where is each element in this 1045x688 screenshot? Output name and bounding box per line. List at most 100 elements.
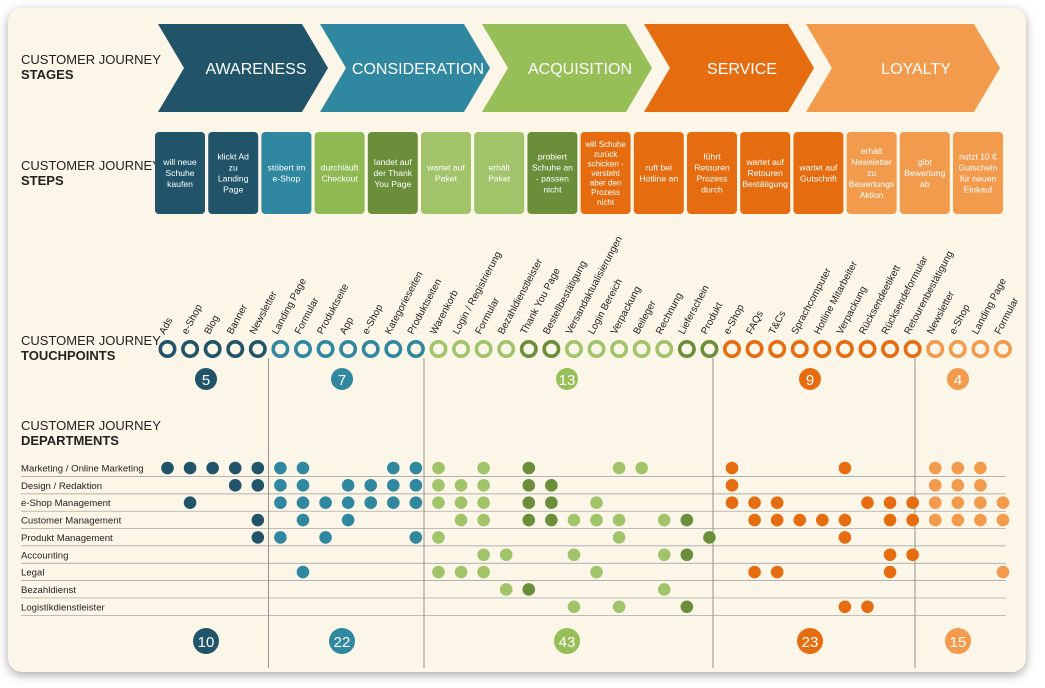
step-text-line: zurück: [594, 150, 619, 159]
department-dot: [838, 461, 852, 475]
step-box: [953, 132, 1003, 214]
step-text-line: You Page: [374, 179, 411, 189]
department-dot: [387, 496, 400, 510]
step-text-line: wartet auf: [745, 157, 784, 167]
step-text-line: schicken -: [588, 159, 624, 168]
department-dot: [161, 461, 174, 475]
department-dot: [477, 479, 490, 492]
touchpoint-count-badge: [947, 368, 969, 390]
step-box: [793, 132, 844, 214]
step-text-line: nicht: [543, 185, 562, 195]
department-dot: [883, 496, 897, 510]
department-dot: [296, 479, 310, 492]
step-text: nutzt 10 € Gutschein für neuen Einkauf: [959, 152, 998, 195]
department-dot: [748, 496, 761, 510]
step-text-line: Prozess: [696, 174, 727, 184]
department-dot: [432, 461, 445, 475]
department-dot: [612, 513, 626, 527]
department-dot: [477, 513, 490, 527]
department-dot: [228, 479, 242, 492]
step-box: [633, 132, 684, 214]
touchpoint-label: FAQs: [745, 309, 766, 336]
department-dot: [861, 496, 874, 510]
department-dot: [409, 461, 423, 475]
department-dot: [996, 496, 1010, 510]
department-dot: [251, 479, 265, 492]
department-dot: [838, 531, 852, 544]
step-text-line: Landing: [218, 174, 249, 184]
step-box: [474, 132, 525, 214]
department-dot: [409, 531, 423, 544]
department-dot: [657, 548, 671, 562]
step-text: führt Retouren Prozess durch: [694, 152, 730, 195]
department-dot: [951, 513, 965, 527]
touchpoint-ring: [361, 339, 380, 358]
step-text: landet auf der Thank You Page: [374, 157, 413, 189]
department-dot: [928, 461, 942, 475]
step-text-line: Retouren: [694, 163, 730, 173]
department-dot: [838, 600, 852, 614]
touchpoint-ring: [835, 339, 854, 358]
step-text-line: zu: [867, 168, 876, 178]
stage-chevron: [482, 24, 652, 112]
touchpoint-count: 13: [559, 372, 576, 389]
department-dot: [680, 548, 694, 562]
step-text-line: probiert: [538, 152, 568, 162]
department-dot: [974, 496, 987, 510]
touchpoint-ring: [903, 339, 922, 358]
department-dot: [274, 531, 287, 544]
department-count: 10: [198, 634, 215, 651]
department-dot: [296, 513, 310, 527]
department-dot: [590, 496, 603, 510]
department-dot: [951, 479, 965, 492]
touchpoint-ring: [519, 339, 538, 358]
touchpoint-ring: [248, 339, 267, 358]
department-dot: [296, 461, 310, 475]
touchpoint-ring: [542, 339, 561, 358]
department-dot: [928, 513, 942, 527]
department-dot: [838, 513, 852, 527]
department-dot: [477, 565, 490, 579]
department-dot: [974, 513, 987, 527]
department-dot: [206, 461, 219, 475]
step-box: [846, 132, 897, 214]
step-text-line: klickt Ad: [217, 152, 249, 162]
department-label: e-Shop Management: [21, 498, 111, 509]
department-dot: [906, 513, 919, 527]
steps-section-label: CUSTOMER JOURNEY STEPS: [21, 158, 161, 188]
touchpoint-ring: [948, 339, 967, 358]
department-dot: [499, 548, 513, 562]
department-count-badge: [945, 628, 971, 654]
touchpoint-count-badge: [799, 368, 821, 390]
stage-label: ACQUISITION: [528, 61, 632, 78]
touchpoint-label: T&Cs: [767, 309, 788, 336]
department-label: Marketing / Online Marketing: [21, 464, 144, 475]
department-dot: [409, 496, 423, 510]
department-dot: [341, 513, 355, 527]
stage-label: CONSIDERATION: [352, 61, 484, 78]
step-text-line: nicht: [597, 198, 615, 207]
department-label: Bezahldienst: [21, 585, 76, 596]
touchpoint-count-badge: [195, 368, 217, 390]
department-dot: [703, 531, 716, 544]
step-box: [314, 132, 365, 214]
step-text: probiert Schuhe an - passen nicht: [532, 152, 573, 195]
department-label: Produkt Management: [21, 533, 113, 544]
touchpoint-ring: [452, 339, 471, 358]
department-dot: [251, 513, 265, 527]
touchpoint-ring: [316, 339, 335, 358]
step-text: will Schuhe zurück schicken -versteht aber …: [584, 140, 626, 207]
step-text-line: Gutschein: [959, 163, 998, 173]
step-text-line: - passen: [536, 174, 569, 184]
touchpoint-ring: [406, 339, 425, 358]
touchpoint-ring: [384, 339, 403, 358]
department-dot: [522, 479, 536, 492]
department-dot: [635, 461, 648, 475]
department-dot: [454, 513, 468, 527]
department-dot: [590, 565, 603, 579]
department-dot: [319, 496, 332, 510]
department-dot: [974, 461, 987, 475]
department-dot: [274, 479, 287, 492]
department-count-badge: [797, 628, 823, 654]
department-dot: [770, 565, 784, 579]
